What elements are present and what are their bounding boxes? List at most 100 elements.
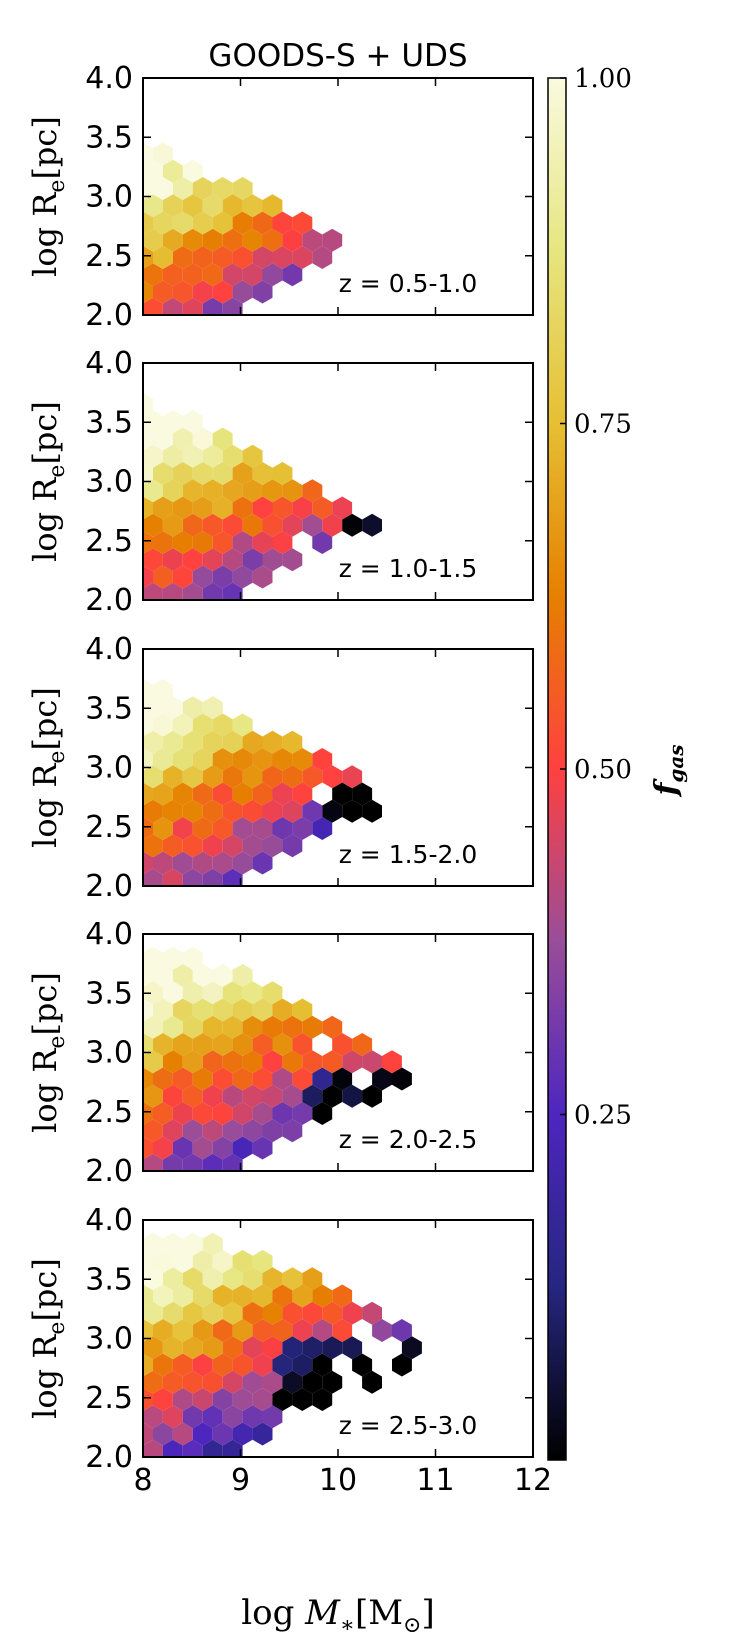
hexbin-cell <box>143 1119 163 1143</box>
hexbin-cell <box>202 1050 223 1074</box>
hexbin-cell <box>173 1171 193 1194</box>
hexbin-cell <box>143 1015 163 1039</box>
colorbar-tick-label: 0.50 <box>574 755 632 785</box>
hexbin-cell <box>153 1353 173 1377</box>
hexbin-cell <box>162 410 183 434</box>
hexbin-cell <box>302 1267 323 1291</box>
hexbin-cell <box>202 1153 223 1171</box>
hexbin-cell <box>153 177 173 200</box>
hexbin-cell <box>242 1050 263 1074</box>
hexbin-cell <box>222 981 243 1005</box>
hexbin-cell <box>162 1015 183 1039</box>
hexbin-cell <box>262 1405 283 1429</box>
hexbin-cell <box>182 228 203 252</box>
hexbin-cell <box>192 427 213 451</box>
hexbin-cell <box>192 713 213 737</box>
hexbin-cell <box>192 1250 213 1273</box>
hexbin-cell <box>192 565 213 589</box>
hexbin-cell <box>202 479 223 503</box>
hexbin-cell <box>362 1050 382 1074</box>
hexbin-cell <box>242 1015 263 1039</box>
hexbin-cell <box>182 479 203 503</box>
hexbin-cell <box>182 1370 203 1394</box>
hexbin-cell <box>212 462 233 485</box>
hexbin-cell <box>153 1033 173 1056</box>
hexbin-cells <box>143 393 382 623</box>
hexbin-cell <box>143 263 163 287</box>
hexbin-cell <box>252 998 273 1022</box>
hexbin-cell <box>222 444 243 468</box>
hexbin-cell <box>322 765 343 789</box>
hexbin-cell <box>153 782 173 806</box>
hexbin-cell <box>222 834 243 858</box>
hexbin-cell <box>143 981 163 1005</box>
colorbar-tick-label: 1.00 <box>574 64 632 94</box>
y-tick-label: 3.0 <box>85 465 133 500</box>
hexbin-cell <box>332 496 353 520</box>
hexbin-cell <box>143 1353 153 1377</box>
y-tick-label: 2.5 <box>85 524 133 559</box>
hexbin-cell <box>143 246 153 269</box>
hexbin-cell <box>262 1336 283 1360</box>
hexbin-cell <box>282 1267 303 1291</box>
hexbin-cell <box>153 1171 173 1194</box>
hexbin-cell <box>202 765 223 789</box>
hexbin-cell <box>153 886 173 909</box>
hexbin-cell <box>302 479 323 503</box>
hexbin-cell <box>172 496 193 520</box>
hexbin-cell <box>143 730 163 754</box>
hexbin-cell <box>242 1370 263 1394</box>
hexbin-cell <box>262 1301 283 1325</box>
hexbin-cell <box>212 565 233 589</box>
hexbin-cell <box>212 1284 233 1308</box>
hexbin-cell <box>153 1067 173 1091</box>
hexbin-cell <box>242 479 263 503</box>
hexbin-cell <box>213 600 233 623</box>
hexbin-cell <box>192 1067 213 1091</box>
hexbin-cell <box>252 531 273 554</box>
hexbin-cell <box>173 886 193 909</box>
hexbin-cell <box>312 1067 333 1091</box>
hexbin-cell <box>202 1370 223 1394</box>
hexbin-cell <box>172 1353 193 1377</box>
colorbar-tick-label: 0.25 <box>574 1101 632 1131</box>
hexbin-cell <box>302 799 323 823</box>
hexbin-cells <box>143 1232 422 1480</box>
hexbin-cell <box>172 246 193 269</box>
hexbin-cell <box>322 1336 343 1360</box>
hexbin-cell <box>252 462 273 485</box>
hexbin-cell <box>202 1301 223 1325</box>
hexbin-cell <box>153 427 173 451</box>
hexbin-cell <box>192 211 213 235</box>
hexbin-cell <box>182 1267 203 1291</box>
hexbin-cell <box>172 531 193 554</box>
hexbin-cell <box>143 748 153 771</box>
hexbin-cell <box>172 211 193 235</box>
hexbin-cell <box>262 1119 283 1143</box>
hexbin-cell <box>192 280 213 304</box>
hexbin-cell <box>232 748 253 771</box>
y-tick-label: 2.0 <box>85 583 133 618</box>
hexbin-cell <box>242 548 263 572</box>
hexbin-cell <box>193 886 213 909</box>
hexbin-cell <box>143 1422 153 1446</box>
hexbin-cell <box>202 1336 223 1360</box>
hexbin-cell <box>222 479 243 503</box>
hexbin-cell <box>143 946 163 970</box>
hexbin-cell <box>302 228 323 252</box>
hexbin-cell <box>153 998 173 1022</box>
hexbin-cell <box>232 280 253 304</box>
hexbin-cell <box>172 1422 193 1446</box>
y-tick-label: 3.0 <box>85 180 133 215</box>
hexbin-cell <box>193 1171 213 1194</box>
hexbin-cell <box>312 748 333 771</box>
hexbin-cell <box>182 297 203 315</box>
hexbin-cell <box>192 1102 213 1125</box>
hexbin-cell <box>182 410 203 434</box>
hexbin-cell <box>173 1457 193 1480</box>
hexbin-cell <box>282 228 303 252</box>
hexbin-cell <box>192 1353 213 1377</box>
hexbin-cell <box>272 998 293 1022</box>
hexbin-cell <box>192 1388 213 1411</box>
